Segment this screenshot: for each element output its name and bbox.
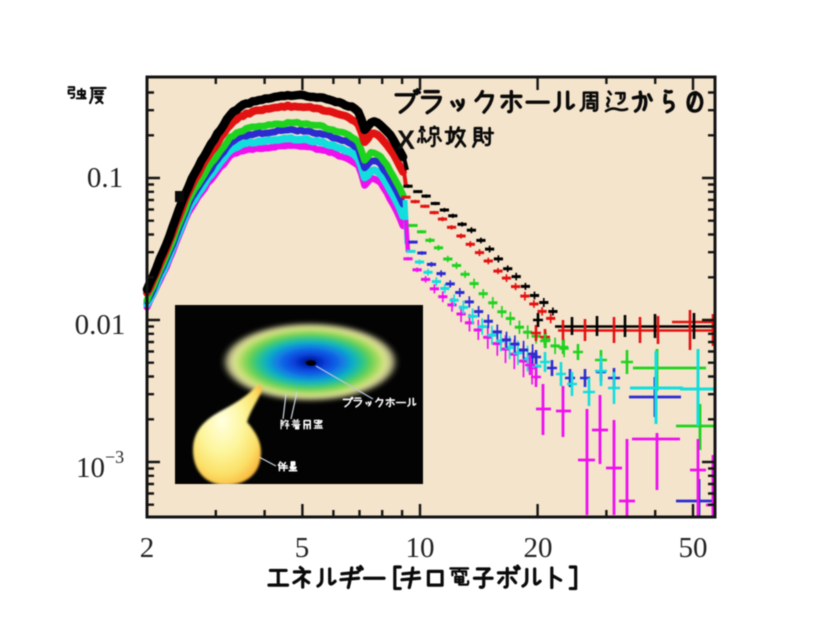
svg-text:5: 5 bbox=[295, 532, 310, 564]
svg-text:50: 50 bbox=[679, 532, 708, 564]
svg-text:X: X bbox=[397, 125, 415, 155]
svg-text:20: 20 bbox=[524, 532, 553, 564]
svg-text:10: 10 bbox=[76, 452, 105, 484]
svg-text:0.1: 0.1 bbox=[87, 162, 123, 194]
svg-text:2: 2 bbox=[140, 532, 155, 564]
svg-text:0.01: 0.01 bbox=[75, 309, 126, 341]
svg-text:−3: −3 bbox=[105, 447, 124, 467]
svg-text:10: 10 bbox=[406, 532, 435, 564]
